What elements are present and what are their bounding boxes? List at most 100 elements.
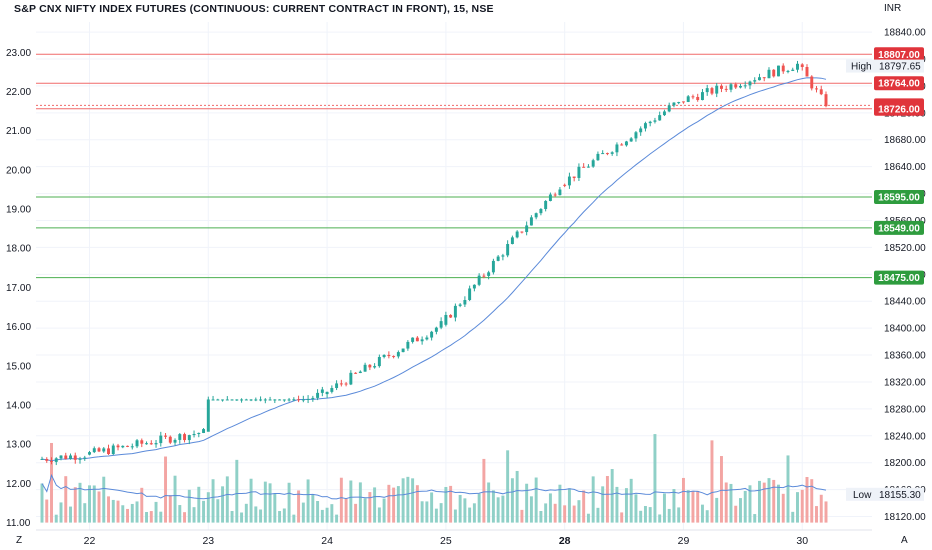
- candle-body: [629, 138, 633, 142]
- volume-bar: [382, 498, 386, 523]
- candle-body: [772, 69, 776, 77]
- volume-bar: [734, 505, 738, 523]
- candle: [719, 84, 723, 93]
- x-tick-label: 22: [84, 535, 96, 547]
- candle-body: [116, 445, 120, 448]
- left-axis: 23.00 22.00 21.00 20.00 19.00 18.00 17.00 16.00…: [6, 48, 31, 529]
- candle-body: [743, 85, 747, 87]
- volume-bar: [681, 477, 685, 523]
- volume-bar: [620, 512, 624, 523]
- candle: [306, 395, 310, 404]
- candle: [643, 121, 647, 132]
- candle-body: [672, 102, 676, 106]
- candle-body: [819, 89, 823, 95]
- candle-body: [558, 189, 562, 196]
- candle-body: [724, 88, 728, 90]
- candle: [273, 399, 277, 404]
- candle-body: [282, 399, 286, 401]
- left-tick-label: 11.00: [6, 518, 31, 529]
- volume-bar: [178, 505, 182, 523]
- candle: [78, 456, 82, 464]
- volume-bar: [50, 442, 53, 523]
- x-tick-label: 28: [559, 535, 571, 547]
- volume-bar: [259, 509, 263, 523]
- candle: [130, 443, 134, 450]
- volume-bar: [591, 476, 595, 523]
- volume-bar: [292, 514, 296, 523]
- candle: [69, 453, 72, 460]
- candle: [183, 432, 187, 443]
- candle: [73, 452, 77, 464]
- volume-bar: [501, 495, 505, 523]
- candle: [510, 235, 514, 245]
- high-label: High: [851, 62, 872, 73]
- volume-bar: [643, 506, 647, 523]
- volume-bar: [430, 492, 434, 523]
- candle: [772, 69, 776, 78]
- candle: [116, 443, 120, 451]
- candle: [758, 73, 761, 81]
- candle-body: [268, 399, 272, 401]
- candle-body: [64, 455, 68, 460]
- auto-scale-button[interactable]: A: [901, 535, 908, 546]
- volume-bar: [368, 492, 372, 523]
- candle: [734, 82, 738, 90]
- candle: [121, 445, 125, 449]
- candle: [748, 80, 752, 90]
- volume-bar: [92, 485, 96, 523]
- candle: [292, 397, 296, 402]
- candle: [140, 438, 144, 448]
- candle-body: [496, 256, 500, 261]
- price-badge: [874, 220, 924, 235]
- candle: [430, 330, 434, 341]
- candle-body: [97, 448, 101, 452]
- candle: [221, 399, 225, 402]
- candle-body: [88, 452, 91, 455]
- timezone-button[interactable]: Z: [16, 535, 23, 546]
- candle-body: [292, 399, 296, 401]
- candle-body: [325, 391, 329, 395]
- candle: [154, 439, 158, 448]
- volume-bar: [677, 507, 681, 523]
- candle-body: [221, 399, 225, 401]
- price-badge-label: 18475.00: [878, 273, 920, 284]
- volume-bar: [88, 485, 91, 523]
- candle: [672, 102, 676, 108]
- candle-body: [624, 141, 628, 146]
- candle: [401, 348, 405, 353]
- volume-bar: [301, 502, 305, 523]
- candle: [515, 230, 519, 239]
- volume-bar: [553, 503, 557, 523]
- price-badge: [874, 76, 924, 91]
- candle-body: [510, 237, 514, 245]
- candle-body: [373, 366, 377, 368]
- volume-bar: [629, 478, 633, 523]
- candle-body: [762, 77, 766, 79]
- candle-body: [767, 69, 771, 79]
- candle: [97, 446, 101, 453]
- candle-body: [187, 435, 191, 441]
- right-tick-label: 18840.00: [884, 28, 926, 39]
- volume-bar: [567, 488, 571, 523]
- volume-bar: [648, 507, 652, 523]
- candle-body: [591, 160, 595, 167]
- left-tick-label: 22.00: [6, 87, 31, 98]
- volume-bar: [387, 484, 391, 523]
- candle: [615, 142, 619, 157]
- price-badge: [874, 270, 924, 285]
- volume-bar: [662, 493, 666, 523]
- candle-body: [520, 231, 524, 233]
- volume-bar: [468, 507, 472, 523]
- candle-body: [254, 399, 258, 401]
- candle: [819, 85, 823, 96]
- candle-body: [658, 115, 662, 121]
- volume-bar: [339, 477, 343, 523]
- candle: [396, 350, 400, 359]
- candle-body: [425, 337, 429, 340]
- volume-bar: [748, 485, 752, 523]
- right-tick-label: 18640.00: [884, 162, 926, 173]
- candle: [240, 398, 244, 403]
- volume-bar: [534, 477, 538, 523]
- volume-bar: [558, 484, 562, 523]
- candle: [453, 303, 457, 322]
